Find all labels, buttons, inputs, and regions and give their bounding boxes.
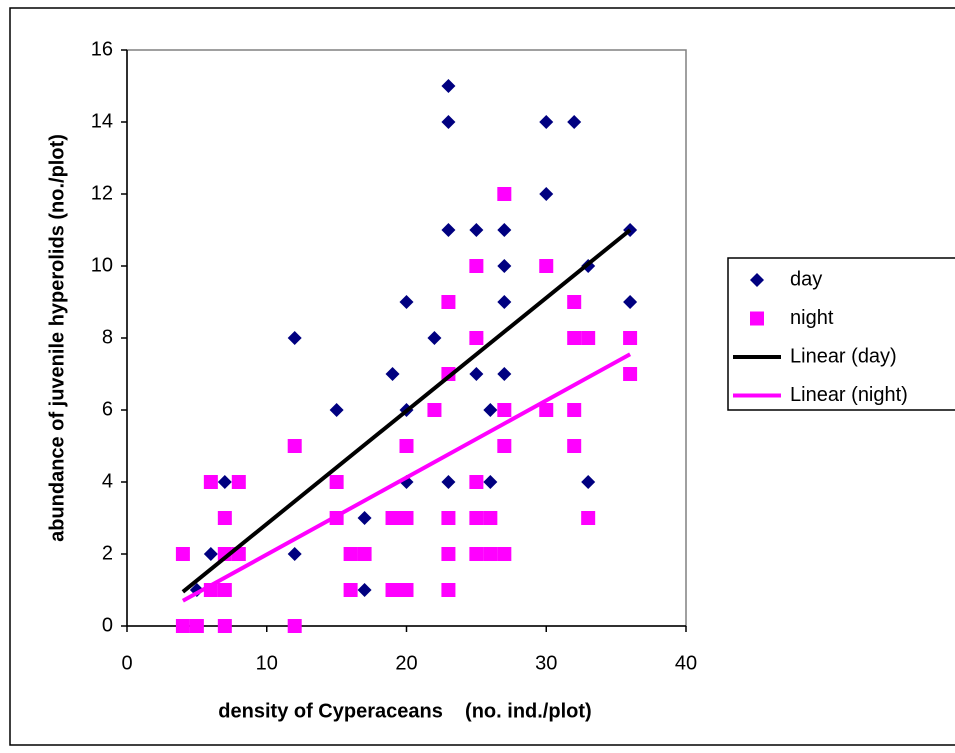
point bbox=[623, 295, 638, 309]
y-tick-label: 16 bbox=[91, 38, 113, 60]
x-axis-label: density of Cyperaceans (no. ind./plot) bbox=[218, 700, 591, 722]
point bbox=[287, 331, 302, 345]
x-tick-label: 40 bbox=[675, 652, 697, 674]
point bbox=[483, 475, 498, 489]
legend-label: Linear (night) bbox=[790, 384, 908, 406]
y-tick-label: 12 bbox=[91, 182, 113, 204]
point bbox=[469, 223, 484, 237]
trend-line bbox=[181, 352, 632, 603]
point bbox=[497, 439, 512, 453]
point bbox=[189, 619, 204, 633]
point bbox=[329, 475, 344, 489]
legend-box bbox=[727, 257, 955, 411]
point bbox=[539, 403, 554, 417]
point bbox=[427, 331, 442, 345]
plot-area bbox=[126, 49, 687, 627]
point bbox=[343, 547, 358, 561]
point bbox=[483, 403, 498, 417]
point bbox=[469, 259, 484, 273]
point bbox=[399, 511, 414, 525]
point bbox=[357, 511, 372, 525]
point bbox=[539, 187, 554, 201]
y-axis-label: abundance of juvenile hyperolids (no./pl… bbox=[46, 134, 68, 542]
x-tick-label: 0 bbox=[121, 652, 132, 674]
point bbox=[497, 367, 512, 381]
point bbox=[497, 259, 512, 273]
point bbox=[567, 331, 582, 345]
point bbox=[469, 331, 484, 345]
point bbox=[399, 583, 414, 597]
point bbox=[287, 547, 302, 561]
point bbox=[287, 619, 302, 633]
point bbox=[497, 403, 512, 417]
point bbox=[385, 367, 400, 381]
point bbox=[357, 547, 372, 561]
legend-label: day bbox=[790, 268, 822, 290]
x-tick-label: 10 bbox=[256, 652, 278, 674]
point bbox=[441, 547, 456, 561]
point bbox=[581, 511, 596, 525]
point bbox=[441, 295, 456, 309]
legend-label: Linear (day) bbox=[790, 345, 897, 367]
point bbox=[203, 475, 218, 489]
point bbox=[623, 367, 638, 381]
legend-marker bbox=[750, 311, 764, 326]
point bbox=[329, 403, 344, 417]
point bbox=[497, 295, 512, 309]
point bbox=[469, 367, 484, 381]
point bbox=[469, 511, 484, 525]
point bbox=[385, 583, 400, 597]
point bbox=[217, 475, 232, 489]
point bbox=[287, 439, 302, 453]
point bbox=[343, 583, 358, 597]
point bbox=[567, 439, 582, 453]
point bbox=[217, 583, 232, 597]
point bbox=[217, 511, 232, 525]
point bbox=[175, 619, 190, 633]
point bbox=[427, 403, 442, 417]
legend-label: night bbox=[790, 307, 834, 329]
point bbox=[357, 583, 372, 597]
point bbox=[441, 79, 456, 93]
point bbox=[497, 223, 512, 237]
x-tick-label: 30 bbox=[535, 652, 557, 674]
point bbox=[469, 475, 484, 489]
y-tick-label: 4 bbox=[102, 470, 113, 492]
point bbox=[385, 511, 400, 525]
point bbox=[231, 475, 246, 489]
point bbox=[539, 115, 554, 129]
point bbox=[497, 547, 512, 561]
point bbox=[469, 547, 484, 561]
x-tick-label: 20 bbox=[395, 652, 417, 674]
y-tick-label: 6 bbox=[102, 398, 113, 420]
point bbox=[441, 115, 456, 129]
point bbox=[483, 511, 498, 525]
point bbox=[441, 511, 456, 525]
point bbox=[497, 187, 512, 201]
point bbox=[441, 475, 456, 489]
y-tick-label: 10 bbox=[91, 254, 113, 276]
point bbox=[399, 295, 414, 309]
point bbox=[539, 259, 554, 273]
trend-line bbox=[181, 228, 632, 594]
point bbox=[203, 547, 218, 561]
point bbox=[399, 439, 414, 453]
y-tick-label: 2 bbox=[102, 542, 113, 564]
point bbox=[581, 331, 596, 345]
point bbox=[175, 547, 190, 561]
legend-marker bbox=[750, 273, 764, 287]
point bbox=[483, 547, 498, 561]
point bbox=[623, 331, 638, 345]
point bbox=[567, 403, 582, 417]
point bbox=[441, 583, 456, 597]
y-tick-label: 14 bbox=[91, 110, 113, 132]
point bbox=[217, 619, 232, 633]
point bbox=[567, 295, 582, 309]
point bbox=[567, 115, 582, 129]
point bbox=[441, 223, 456, 237]
point bbox=[581, 475, 596, 489]
y-tick-label: 0 bbox=[102, 614, 113, 636]
y-tick-label: 8 bbox=[102, 326, 113, 348]
